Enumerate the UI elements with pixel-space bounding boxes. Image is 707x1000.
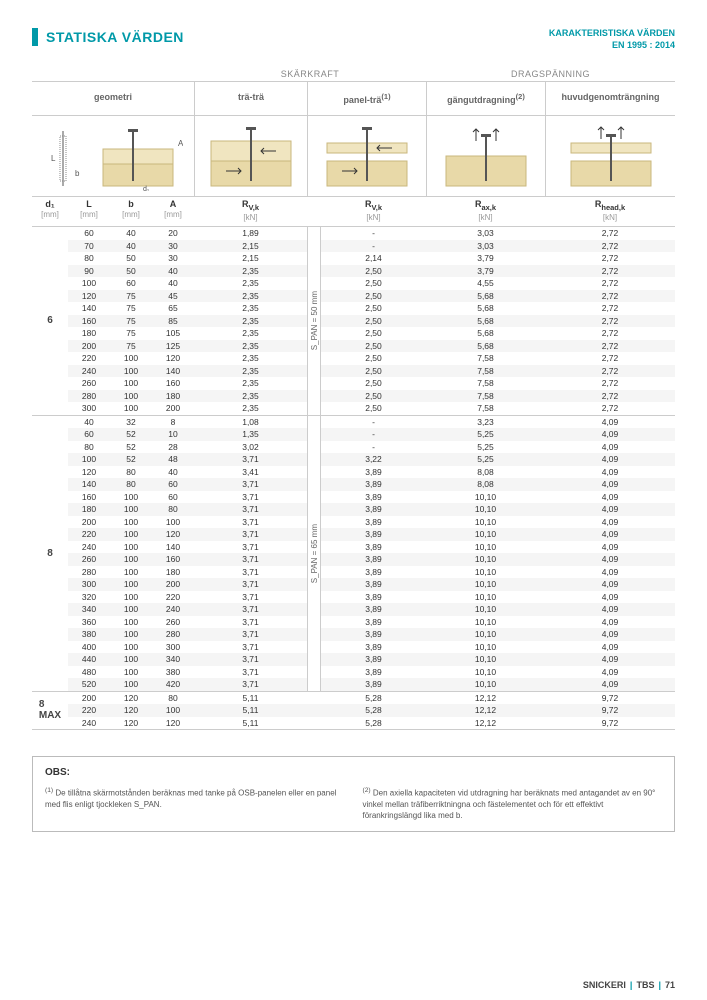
table-row: 8052283,02-5,254,09	[68, 441, 675, 454]
table-row: 6052101,35-5,254,09	[68, 428, 675, 441]
col-gangutdragning: gängutdragning(2)	[426, 82, 545, 115]
table-row: 2801001803,713,8910,104,09	[68, 566, 675, 579]
shear-label: SKÄRKRAFT	[194, 69, 426, 79]
table-row: 2401001402,352,507,582,72	[68, 365, 675, 378]
table-row: 14075652,352,505,682,72	[68, 302, 675, 315]
table-row: 3001002003,713,8910,104,09	[68, 578, 675, 591]
table-row: 2401001403,713,8910,104,09	[68, 541, 675, 554]
table-row: 2401201205,115,2812,129,72	[68, 717, 675, 730]
svg-text:A: A	[178, 139, 183, 148]
geometry-diagram-icon: L b A d₁	[43, 121, 183, 191]
svg-text:b: b	[75, 169, 80, 178]
obs-box: OBS: (1) De tillåtna skärmotstånden berä…	[32, 756, 675, 832]
table-row: 3001002002,352,507,582,72	[68, 402, 675, 415]
table-row: 4801003803,713,8910,104,09	[68, 666, 675, 679]
span-vertical-label: S_PAN = 50 mm	[307, 227, 321, 415]
table-row: 180751052,352,505,682,72	[68, 327, 675, 340]
group-label: 8	[32, 416, 68, 691]
obs-note-1: (1) De tillåtna skärmotstånden beräknas …	[45, 786, 345, 821]
panel-tra-diagram-icon	[317, 121, 417, 191]
table-row: 9050402,352,503,792,72	[68, 265, 675, 278]
table-row: 4001003003,713,8910,104,09	[68, 641, 675, 654]
page-header: STATISKA VÄRDEN KARAKTERISTISKA VÄRDEN E…	[32, 28, 675, 51]
table-row: 5201004203,713,8910,104,09	[68, 678, 675, 691]
table-row: 2201001202,352,507,582,72	[68, 352, 675, 365]
table-row: 160100603,713,8910,104,09	[68, 491, 675, 504]
subtitle-line1: KARAKTERISTISKA VÄRDEN	[549, 28, 675, 40]
title-accent-bar	[32, 28, 38, 46]
page-title: STATISKA VÄRDEN	[46, 29, 184, 45]
table-row: 2001001003,713,8910,104,09	[68, 516, 675, 529]
table-row: 10060402,352,504,552,72	[68, 277, 675, 290]
col-geometri: geometri	[32, 82, 194, 115]
table-row: 180100803,713,8910,104,09	[68, 503, 675, 516]
table-row: 12080403,413,898,084,09	[68, 466, 675, 479]
group-label: 6	[32, 227, 68, 415]
diagram-row: L b A d₁	[32, 116, 675, 197]
table-row: 3601002603,713,8910,104,09	[68, 616, 675, 629]
span-vertical-label: S_PAN = 65 mm	[307, 416, 321, 691]
table-row: 200120805,115,2812,129,72	[68, 692, 675, 705]
column-headers: geometri trä-trä panel-trä(1) gängutdrag…	[32, 81, 675, 116]
col-tra-tra: trä-trä	[194, 82, 307, 115]
svg-text:d₁: d₁	[143, 186, 150, 191]
page-footer: SNICKERI|TBS|71	[583, 980, 675, 990]
section-labels: SKÄRKRAFT DRAGSPÄNNING	[32, 69, 675, 79]
table-row: 3401002403,713,8910,104,09	[68, 603, 675, 616]
table-row: 8050302,152,143,792,72	[68, 252, 675, 265]
svg-text:L: L	[51, 154, 56, 163]
table-row: 2801001802,352,507,582,72	[68, 390, 675, 403]
table-row: 2601001603,713,8910,104,09	[68, 553, 675, 566]
obs-title: OBS:	[45, 767, 662, 778]
table-row: 4401003403,713,8910,104,09	[68, 653, 675, 666]
table-row: 3801002803,713,8910,104,09	[68, 628, 675, 641]
group-label: 8MAX	[32, 692, 68, 730]
table-row: 3201002203,713,8910,104,09	[68, 591, 675, 604]
table-row: 6040201,89-3,032,72	[68, 227, 675, 240]
table-row: 403281,08-3,234,09	[68, 416, 675, 429]
gangutdragning-diagram-icon	[436, 121, 536, 191]
huvud-diagram-icon	[556, 121, 666, 191]
obs-note-2: (2) Den axiella kapaciteten vid utdragni…	[363, 786, 663, 821]
table-row: 200751252,352,505,682,72	[68, 340, 675, 353]
col-huvud: huvudgenomträngning	[545, 82, 675, 115]
table-row: 14080603,713,898,084,09	[68, 478, 675, 491]
table-row: 12075452,352,505,682,72	[68, 290, 675, 303]
subtitle-line2: EN 1995 : 2014	[549, 40, 675, 52]
page-subtitle: KARAKTERISTISKA VÄRDEN EN 1995 : 2014	[549, 28, 675, 51]
table-row: 7040302,15-3,032,72	[68, 240, 675, 253]
table-row: 2601001602,352,507,582,72	[68, 377, 675, 390]
table-row: 10052483,713,225,254,09	[68, 453, 675, 466]
table-row: 2201201005,115,2812,129,72	[68, 704, 675, 717]
tension-label: DRAGSPÄNNING	[426, 69, 675, 79]
param-header-row: d₁[mm] L[mm] b[mm] A[mm] RV,k[kN] RV,k[k…	[32, 197, 675, 227]
col-panel-tra: panel-trä(1)	[307, 82, 426, 115]
data-table: 66040201,89-3,032,727040302,15-3,032,728…	[32, 227, 675, 730]
tra-tra-diagram-icon	[201, 121, 301, 191]
table-row: 2201001203,713,8910,104,09	[68, 528, 675, 541]
table-row: 16075852,352,505,682,72	[68, 315, 675, 328]
